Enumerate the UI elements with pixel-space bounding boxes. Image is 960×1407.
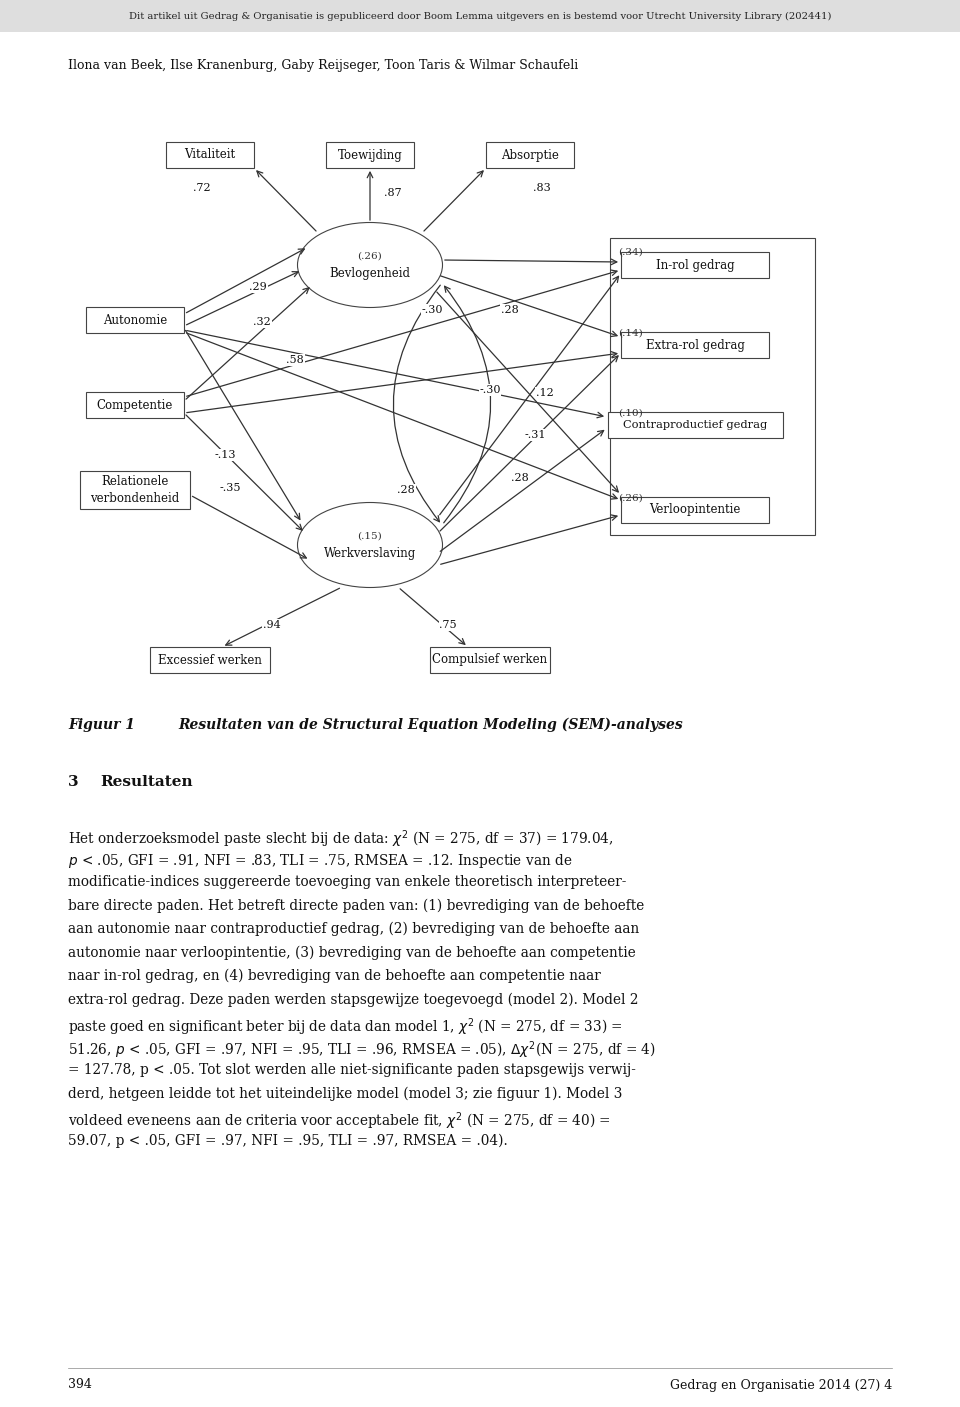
Text: (.14): (.14) [618,328,643,338]
Text: .94: .94 [263,620,281,630]
Ellipse shape [298,222,443,308]
Text: bare directe paden. Het betreft directe paden van: (1) bevrediging van de behoef: bare directe paden. Het betreft directe … [68,899,644,913]
Text: aan autonomie naar contraproductief gedrag, (2) bevrediging van de behoefte aan: aan autonomie naar contraproductief gedr… [68,922,639,937]
Text: .83: .83 [533,183,551,193]
Text: (.15): (.15) [358,532,382,540]
Text: -.30: -.30 [421,305,443,315]
Text: .28: .28 [397,485,415,495]
Text: 3: 3 [68,775,79,789]
Text: Extra-rol gedrag: Extra-rol gedrag [645,339,744,352]
Text: Relationele: Relationele [102,476,169,488]
Text: 59.07, p < .05, GFI = .97, NFI = .95, TLI = .97, RMSEA = .04).: 59.07, p < .05, GFI = .97, NFI = .95, TL… [68,1134,508,1148]
Text: Compulsief werken: Compulsief werken [432,653,547,667]
Text: Autonomie: Autonomie [103,314,167,326]
Text: .29: .29 [250,281,267,293]
Text: Excessief werken: Excessief werken [158,653,262,667]
Text: Absorptie: Absorptie [501,149,559,162]
Text: autonomie naar verloopintentie, (3) bevrediging van de behoefte aan competentie: autonomie naar verloopintentie, (3) bevr… [68,946,636,960]
Text: .58: .58 [286,355,304,364]
Ellipse shape [298,502,443,588]
FancyBboxPatch shape [621,252,769,279]
Text: Verloopintentie: Verloopintentie [649,504,741,516]
Text: .32: .32 [253,317,271,326]
Text: In-rol gedrag: In-rol gedrag [656,259,734,272]
Text: Figuur 1: Figuur 1 [68,718,134,732]
Text: Het onderzoeksmodel paste slecht bij de data: $\chi^2$ (N = 275, df = 37) = 179.: Het onderzoeksmodel paste slecht bij de … [68,827,613,850]
Text: .12: .12 [536,388,554,398]
Text: modificatie-indices suggereerde toevoeging van enkele theoretisch interpreteer-: modificatie-indices suggereerde toevoegi… [68,875,626,889]
FancyBboxPatch shape [430,647,550,673]
Text: Gedrag en Organisatie 2014 (27) 4: Gedrag en Organisatie 2014 (27) 4 [670,1379,892,1392]
Text: Toewijding: Toewijding [338,149,402,162]
Text: .28: .28 [511,473,529,483]
FancyBboxPatch shape [86,307,184,333]
Text: -.13: -.13 [214,450,236,460]
FancyBboxPatch shape [610,238,815,535]
Text: -.31: -.31 [524,431,545,440]
Text: Ilona van Beek, Ilse Kranenburg, Gaby Reijseger, Toon Taris & Wilmar Schaufeli: Ilona van Beek, Ilse Kranenburg, Gaby Re… [68,59,578,72]
Text: Contraproductief gedrag: Contraproductief gedrag [623,421,767,431]
FancyBboxPatch shape [150,647,270,673]
Text: .87: .87 [384,189,401,198]
FancyBboxPatch shape [326,142,414,167]
Text: paste goed en significant beter bij de data dan model 1, $\chi^2$ (N = 275, df =: paste goed en significant beter bij de d… [68,1016,623,1037]
Text: .75: .75 [439,620,457,630]
Text: (.34): (.34) [618,248,643,256]
Text: -.30: -.30 [479,386,501,395]
Text: extra-rol gedrag. Deze paden werden stapsgewijze toegevoegd (model 2). Model 2: extra-rol gedrag. Deze paden werden stap… [68,992,638,1007]
Text: (.26): (.26) [618,494,643,502]
Text: .28: .28 [501,305,518,315]
Text: 51.26, $p$ < .05, GFI = .97, NFI = .95, TLI = .96, RMSEA = .05), $\Delta\chi^2$(: 51.26, $p$ < .05, GFI = .97, NFI = .95, … [68,1040,656,1061]
Text: Competentie: Competentie [97,398,173,411]
Text: Resultaten: Resultaten [100,775,193,789]
Text: (.26): (.26) [358,252,382,260]
FancyBboxPatch shape [0,0,960,32]
Text: voldeed eveneens aan de criteria voor acceptabele fit, $\chi^2$ (N = 275, df = 4: voldeed eveneens aan de criteria voor ac… [68,1110,611,1131]
FancyBboxPatch shape [621,497,769,523]
Text: naar in-rol gedrag, en (4) bevrediging van de behoefte aan competentie naar: naar in-rol gedrag, en (4) bevrediging v… [68,969,601,983]
Text: Resultaten van de Structural Equation Modeling (SEM)-analyses: Resultaten van de Structural Equation Mo… [178,718,683,733]
Text: derd, hetgeen leidde tot het uiteindelijke model (model 3; zie figuur 1). Model : derd, hetgeen leidde tot het uiteindelij… [68,1086,622,1100]
Text: $p$ < .05, GFI = .91, NFI = .83, TLI = .75, RMSEA = .12. Inspectie van de: $p$ < .05, GFI = .91, NFI = .83, TLI = .… [68,851,572,870]
Text: -.35: -.35 [219,483,241,492]
Text: = 127.78, p < .05. Tot slot werden alle niet-significante paden stapsgewijs verw: = 127.78, p < .05. Tot slot werden alle … [68,1064,636,1076]
FancyBboxPatch shape [621,332,769,357]
FancyBboxPatch shape [86,393,184,418]
Text: 394: 394 [68,1379,92,1392]
Text: (.10): (.10) [618,408,643,418]
FancyBboxPatch shape [166,142,254,167]
Text: Vitaliteit: Vitaliteit [184,149,235,162]
Text: Dit artikel uit Gedrag & Organisatie is gepubliceerd door Boom Lemma uitgevers e: Dit artikel uit Gedrag & Organisatie is … [129,11,831,21]
Text: .72: .72 [193,183,211,193]
FancyBboxPatch shape [486,142,574,167]
Text: Bevlogenheid: Bevlogenheid [329,266,411,280]
FancyBboxPatch shape [80,471,190,509]
Text: Werkverslaving: Werkverslaving [324,546,416,560]
Text: verbondenheid: verbondenheid [90,491,180,505]
FancyBboxPatch shape [608,412,782,438]
